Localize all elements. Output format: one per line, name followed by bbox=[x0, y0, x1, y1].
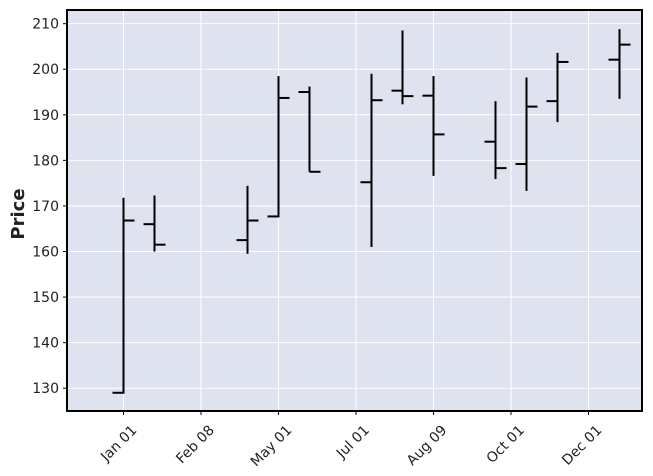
y-tick-label: 130 bbox=[32, 381, 59, 397]
ohlc-bar bbox=[422, 76, 445, 176]
x-tick-label: May 01 bbox=[248, 423, 296, 471]
ohlc-bars bbox=[112, 29, 631, 394]
y-tick-label: 200 bbox=[32, 62, 59, 78]
x-axis-ticks: Jan 01 Feb 08 May 01 Jul 01 Aug 09 Oct 01 Dec … bbox=[97, 411, 605, 470]
plot-background bbox=[67, 10, 642, 411]
x-tick-label: Dec 01 bbox=[559, 423, 605, 469]
ohlc-bar bbox=[143, 195, 166, 252]
y-tick-label: 170 bbox=[32, 199, 59, 215]
ohlc-bar bbox=[546, 52, 569, 123]
ohlc-bar bbox=[484, 101, 507, 180]
ohlc-bar bbox=[298, 86, 321, 173]
ohlc-bar bbox=[236, 185, 259, 254]
y-tick-label: 150 bbox=[32, 290, 59, 306]
x-tick-label: Jan 01 bbox=[97, 423, 140, 466]
y-tick-label: 160 bbox=[32, 245, 59, 261]
ohlc-bar bbox=[391, 30, 414, 105]
y-tick-label: 140 bbox=[32, 336, 59, 352]
y-tick-label: 190 bbox=[32, 108, 59, 124]
ohlc-bar bbox=[267, 76, 290, 218]
y-axis-label: Price bbox=[8, 188, 29, 239]
x-tick-label: Jul 01 bbox=[333, 423, 373, 463]
y-axis-ticks: 130 140 150 160 170 180 190 200 210 bbox=[32, 17, 67, 397]
x-tick-label: Oct 01 bbox=[484, 423, 528, 467]
ohlc-bar bbox=[112, 197, 135, 394]
y-tick-label: 210 bbox=[32, 17, 59, 33]
x-tick-label: Aug 09 bbox=[404, 423, 450, 469]
x-tick-label: Feb 08 bbox=[173, 423, 218, 468]
ohlc-bar bbox=[515, 77, 538, 191]
ohlc-bar bbox=[608, 29, 631, 99]
ohlc-bar bbox=[360, 73, 383, 247]
plot-frame bbox=[66, 9, 643, 412]
y-tick-label: 180 bbox=[32, 153, 59, 169]
